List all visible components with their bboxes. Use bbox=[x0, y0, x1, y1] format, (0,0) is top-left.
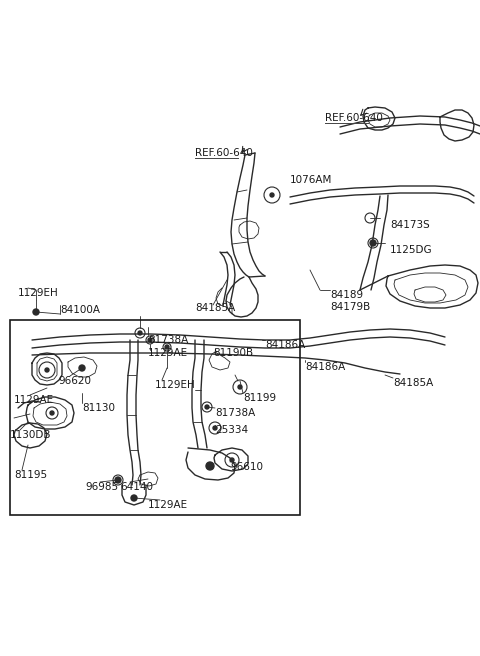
Text: 1129AE: 1129AE bbox=[148, 348, 188, 358]
Text: 64140: 64140 bbox=[120, 482, 153, 492]
Text: 84185A: 84185A bbox=[393, 378, 433, 388]
Circle shape bbox=[370, 240, 376, 246]
Text: 1129AE: 1129AE bbox=[148, 500, 188, 510]
Text: 84186A: 84186A bbox=[305, 362, 345, 372]
Text: 81199: 81199 bbox=[243, 393, 276, 403]
Text: 84100A: 84100A bbox=[60, 305, 100, 315]
Text: REF.60-640: REF.60-640 bbox=[325, 113, 383, 123]
Text: REF.60-640: REF.60-640 bbox=[195, 148, 253, 158]
Text: 1129AE: 1129AE bbox=[14, 395, 54, 405]
Circle shape bbox=[33, 309, 39, 315]
Circle shape bbox=[131, 495, 137, 501]
Text: 96610: 96610 bbox=[230, 462, 263, 472]
Text: 84185A: 84185A bbox=[195, 303, 235, 313]
Text: 1076AM: 1076AM bbox=[290, 175, 332, 185]
Circle shape bbox=[238, 385, 242, 389]
Text: 25334: 25334 bbox=[215, 425, 248, 435]
Circle shape bbox=[45, 368, 49, 372]
Text: 1129EH: 1129EH bbox=[155, 380, 196, 390]
Text: 1125DG: 1125DG bbox=[390, 245, 432, 255]
Text: 1130DB: 1130DB bbox=[10, 430, 51, 440]
Circle shape bbox=[206, 462, 214, 470]
Circle shape bbox=[213, 426, 217, 430]
Text: 84173S: 84173S bbox=[390, 220, 430, 230]
Circle shape bbox=[138, 331, 142, 335]
Text: 84186A: 84186A bbox=[265, 340, 305, 350]
Text: 81195: 81195 bbox=[14, 470, 47, 480]
Text: 81130: 81130 bbox=[82, 403, 115, 413]
Text: 96985: 96985 bbox=[85, 482, 118, 492]
Text: 81190B: 81190B bbox=[213, 348, 253, 358]
Circle shape bbox=[230, 458, 234, 462]
Circle shape bbox=[205, 405, 209, 409]
Circle shape bbox=[165, 345, 169, 349]
Text: 1129EH: 1129EH bbox=[18, 288, 59, 298]
Text: 96620: 96620 bbox=[58, 376, 91, 386]
Circle shape bbox=[270, 193, 274, 197]
Bar bbox=[10, 320, 300, 515]
Circle shape bbox=[50, 411, 54, 415]
Text: 84179B: 84179B bbox=[330, 302, 370, 312]
Text: 84189: 84189 bbox=[330, 290, 363, 300]
Text: 81738A: 81738A bbox=[148, 335, 188, 345]
Text: 81738A: 81738A bbox=[215, 408, 255, 418]
Circle shape bbox=[79, 365, 85, 371]
Circle shape bbox=[148, 338, 152, 342]
Circle shape bbox=[115, 477, 121, 483]
